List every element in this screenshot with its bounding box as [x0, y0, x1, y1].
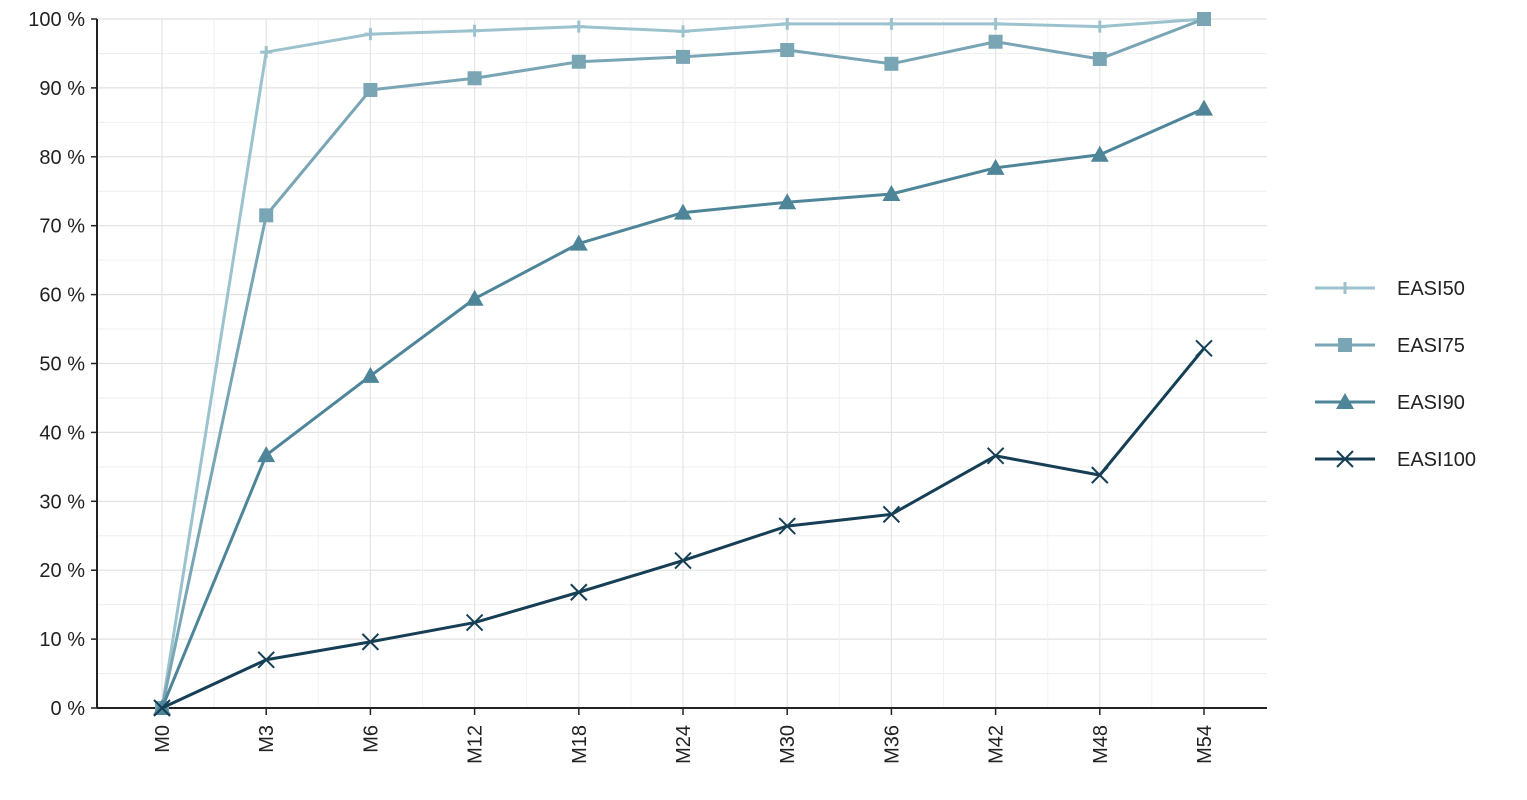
- x-tick-label: M3: [256, 725, 278, 753]
- data-point: [676, 49, 690, 64]
- grid: [97, 18, 1267, 709]
- x-tick-label: M36: [881, 725, 903, 764]
- x-tick-label: M18: [569, 725, 591, 764]
- x-tick-label: M48: [1090, 725, 1112, 764]
- legend-marker: [1336, 393, 1354, 409]
- data-point: [465, 613, 484, 632]
- x-tick-label: M6: [360, 725, 382, 753]
- series-lines: [153, 12, 1213, 717]
- data-point: [364, 28, 377, 41]
- legend-label: EASI100: [1397, 449, 1476, 471]
- legend-marker: [1336, 450, 1354, 468]
- y-tick-label: 50 %: [39, 354, 85, 376]
- data-point: [677, 25, 689, 38]
- legend-item: EASI90: [1315, 392, 1465, 414]
- data-point: [1092, 51, 1107, 66]
- data-point: [363, 82, 378, 97]
- data-point: [1091, 466, 1109, 484]
- data-point: [259, 208, 274, 223]
- data-point: [988, 34, 1003, 49]
- data-point: [153, 699, 171, 717]
- y-tick-label: 0 %: [51, 698, 86, 720]
- data-point: [257, 651, 275, 669]
- data-point: [361, 366, 380, 383]
- data-point: [674, 551, 692, 570]
- data-point: [569, 234, 588, 251]
- data-point: [780, 43, 795, 58]
- x-tick-label: M0: [152, 725, 174, 753]
- data-point: [1195, 99, 1213, 116]
- y-tick-label: 100 %: [28, 9, 85, 31]
- data-point: [260, 46, 273, 59]
- data-point: [778, 193, 797, 210]
- y-tick-label: 80 %: [39, 147, 85, 169]
- legend-label: EASI50: [1397, 278, 1465, 300]
- x-tick-label: M30: [777, 725, 799, 764]
- legend-item: EASI100: [1315, 449, 1476, 471]
- y-tick-label: 70 %: [39, 216, 85, 238]
- legend-label: EASI90: [1397, 392, 1465, 414]
- y-tick-label: 10 %: [39, 629, 85, 651]
- data-point: [885, 17, 898, 30]
- y-tick-label: 90 %: [39, 78, 85, 100]
- data-point: [884, 56, 899, 71]
- data-point: [778, 517, 796, 535]
- data-point: [1195, 339, 1213, 358]
- series-easi100: [153, 339, 1213, 717]
- data-point: [572, 20, 585, 33]
- x-tick-label: M24: [673, 725, 695, 764]
- x-tick-label: M12: [465, 725, 487, 764]
- data-point: [882, 505, 901, 524]
- legend-item: EASI50: [1315, 278, 1465, 300]
- legend-label: EASI75: [1397, 335, 1465, 357]
- data-point: [570, 583, 588, 601]
- data-point: [467, 71, 482, 86]
- y-tick-label: 30 %: [39, 491, 85, 513]
- series-easi50: [156, 13, 1210, 714]
- data-point: [674, 203, 692, 220]
- data-point: [571, 54, 586, 69]
- y-tick-label: 20 %: [39, 560, 85, 582]
- data-point: [468, 24, 481, 37]
- legend: EASI50 EASI75 EASI90 EASI100: [1315, 278, 1476, 471]
- data-point: [1093, 20, 1106, 33]
- legend-item: EASI75: [1315, 335, 1465, 357]
- data-point: [1197, 12, 1211, 26]
- data-point: [781, 17, 794, 30]
- data-point: [989, 17, 1002, 30]
- data-point: [361, 633, 380, 651]
- data-point: [1090, 145, 1109, 162]
- data-point: [257, 446, 276, 463]
- data-point: [465, 289, 484, 306]
- y-tick-label: 40 %: [39, 422, 85, 444]
- legend-marker: [1339, 282, 1351, 294]
- legend-marker: [1338, 338, 1352, 352]
- data-point: [986, 158, 1005, 175]
- data-point: [882, 185, 901, 202]
- data-point: [986, 447, 1005, 465]
- x-tick-label: M42: [986, 725, 1008, 764]
- series-easi90: [153, 99, 1213, 715]
- y-tick-label: 60 %: [39, 285, 85, 307]
- axes: 0 % 10 % 20 % 30 % 40 % 50 % 60 % 70 % 80 % 90 % 1…: [28, 9, 1267, 764]
- x-tick-label: M54: [1194, 725, 1216, 764]
- series-easi75: [155, 12, 1211, 715]
